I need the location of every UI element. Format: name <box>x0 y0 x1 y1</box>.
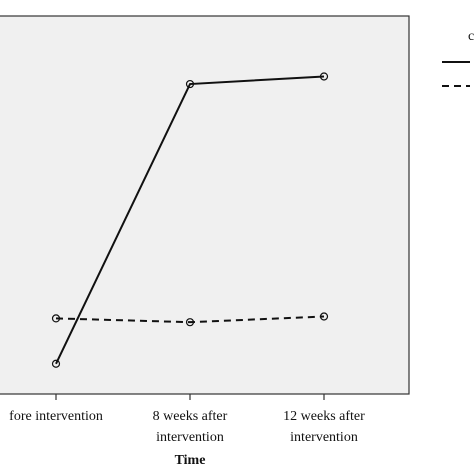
series-2-line <box>55 315 325 324</box>
series-1-line <box>55 75 325 365</box>
series-1-point-3 <box>319 72 329 81</box>
series-layer <box>51 72 329 368</box>
plot-area <box>0 15 410 395</box>
series-2-point-3 <box>319 312 329 321</box>
x-tick-label-2-line-1: 8 weeks after <box>153 409 228 424</box>
x-tick-label-2-line-2: intervention <box>156 430 224 445</box>
series-2-point-1 <box>51 314 61 323</box>
series-2-point-2 <box>185 318 195 327</box>
series-1-point-1 <box>51 359 61 368</box>
x-axis-title: Time <box>175 453 206 468</box>
x-axis-ticks: fore intervention 8 weeks after interventi… <box>9 394 365 445</box>
series-1-point-2 <box>185 79 195 89</box>
x-tick-label-3-line-2: intervention <box>290 430 358 445</box>
x-tick-label-1: fore intervention <box>9 409 103 424</box>
legend-title-fragment: c <box>468 29 474 44</box>
x-tick-label-3-line-1: 12 weeks after <box>283 409 365 424</box>
legend: c <box>442 29 474 87</box>
